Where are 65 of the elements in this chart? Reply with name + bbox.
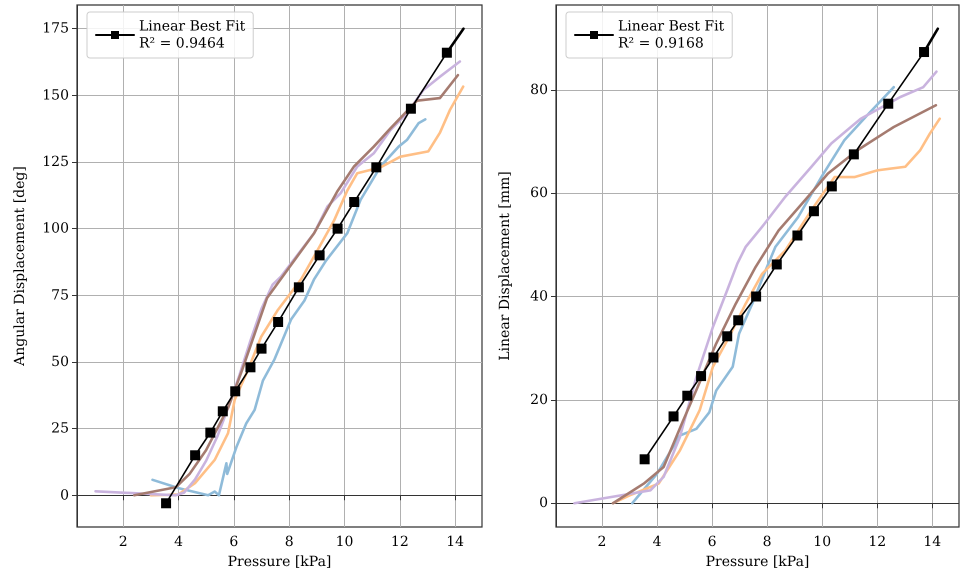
x-tick-label: 4 (652, 534, 662, 550)
point (708, 352, 718, 362)
x-tick-label: 6 (708, 534, 717, 550)
point (883, 98, 894, 109)
point (772, 259, 782, 270)
x-tick-label: 12 (868, 534, 886, 550)
point (722, 331, 732, 342)
point (273, 316, 284, 327)
y-tick-label: 100 (42, 220, 69, 237)
y-tick-label: 125 (42, 154, 69, 170)
point (218, 406, 228, 416)
x-tick-label: 2 (598, 534, 606, 550)
y-tick-label: 20 (530, 392, 548, 408)
x-axis-title: Pressure [kPa] (706, 554, 810, 570)
y-tick-label: 75 (51, 287, 69, 304)
x-tick-label: 10 (336, 534, 354, 550)
y-tick-label: 150 (42, 87, 69, 104)
y-axis-title: Angular Displacement [deg] (12, 166, 28, 367)
x-tick-label: 2 (118, 534, 128, 550)
point (245, 362, 256, 372)
x-axis-title: Pressure [kPa] (228, 554, 332, 570)
point (442, 48, 452, 58)
x-tick-label: 14 (446, 534, 464, 550)
point (668, 411, 679, 422)
legend-label: Linear Best Fit R² = 0.9168 (618, 18, 725, 52)
point (371, 162, 382, 172)
line-series (573, 70, 938, 505)
y-tick-label: 40 (530, 288, 548, 304)
point (256, 344, 267, 354)
point (230, 386, 240, 396)
y-tick-label: 60 (530, 185, 548, 202)
y-tick-label: 25 (51, 420, 69, 437)
line-series (151, 118, 427, 497)
point (751, 291, 762, 302)
y-tick-label: 50 (51, 354, 69, 370)
y-tick-label: 0 (539, 495, 548, 512)
point (792, 230, 802, 241)
point (205, 428, 216, 438)
x-tick-label: 8 (284, 534, 294, 550)
x-tick-label: 10 (813, 534, 832, 550)
point (682, 390, 692, 401)
point (640, 454, 650, 464)
y-tick-label: 80 (530, 82, 548, 98)
point (332, 224, 343, 234)
point (314, 250, 325, 260)
point (161, 498, 172, 508)
point (349, 197, 360, 208)
point (406, 104, 416, 114)
point (294, 282, 304, 292)
point (808, 206, 819, 216)
legend-label: Linear Best Fit R² = 0.9464 (139, 18, 246, 52)
x-tick-label: 6 (229, 534, 238, 550)
x-tick-label: 14 (923, 534, 942, 550)
x-tick-label: 4 (174, 534, 184, 550)
point (826, 181, 837, 192)
point (733, 315, 744, 326)
y-tick-label: 175 (42, 20, 69, 37)
point (919, 47, 930, 58)
x-tick-label: 8 (762, 534, 772, 550)
point (848, 149, 859, 160)
x-tick-label: 12 (390, 534, 409, 550)
point (190, 450, 200, 460)
point (696, 371, 706, 382)
y-axis-title: Linear Displacement [mm] (497, 171, 513, 361)
y-tick-label: 0 (60, 487, 69, 504)
